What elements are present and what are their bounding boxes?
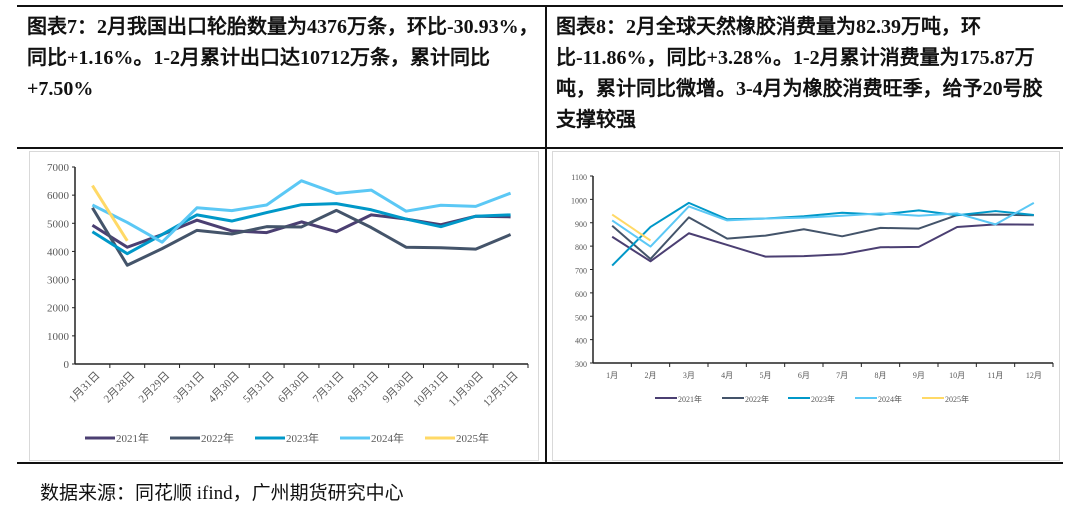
y-tick-label: 3000 bbox=[47, 275, 70, 287]
x-tick-label: 8月31日 bbox=[346, 370, 382, 406]
series-line-2021年 bbox=[91, 213, 511, 249]
y-tick-label: 6000 bbox=[47, 190, 70, 202]
y-tick-label: 1000 bbox=[47, 331, 70, 343]
y-tick-label: 800 bbox=[575, 243, 587, 252]
legend-label: 2021年 bbox=[678, 394, 702, 404]
legend-label: 2023年 bbox=[286, 431, 319, 445]
x-tick-label: 4月 bbox=[721, 371, 733, 380]
y-tick-label: 1000 bbox=[571, 196, 587, 205]
series-line-2022年 bbox=[91, 207, 512, 267]
x-tick-label: 5月 bbox=[760, 371, 772, 380]
x-tick-label: 1月 bbox=[606, 371, 618, 380]
x-tick-label: 5月31日 bbox=[241, 370, 277, 406]
x-tick-label: 9月 bbox=[913, 371, 925, 380]
series-line-2024年 bbox=[91, 179, 512, 244]
series-line-2025年 bbox=[91, 184, 129, 242]
legend-label: 2025年 bbox=[945, 394, 969, 404]
legend-label: 2024年 bbox=[371, 431, 404, 445]
column-divider bbox=[545, 6, 547, 464]
x-tick-label: 2月 bbox=[645, 371, 657, 380]
left-caption: 图表7：2月我国出口轮胎数量为4376万条，环比-30.93%，同比+1.16%… bbox=[27, 16, 539, 100]
y-tick-label: 400 bbox=[575, 337, 587, 346]
x-tick-label: 2月29日 bbox=[137, 370, 173, 406]
legend-label: 2025年 bbox=[456, 431, 489, 445]
y-tick-label: 500 bbox=[575, 313, 587, 322]
header-rule bbox=[17, 147, 1063, 149]
y-tick-label: 4000 bbox=[47, 246, 70, 258]
x-tick-label: 8月 bbox=[875, 371, 887, 380]
legend-label: 2022年 bbox=[201, 431, 234, 445]
y-tick-label: 2000 bbox=[47, 303, 70, 315]
x-tick-label: 12月 bbox=[1026, 371, 1042, 380]
x-tick-label: 4月30日 bbox=[206, 370, 242, 406]
y-tick-label: 7000 bbox=[47, 162, 70, 174]
x-tick-label: 7月 bbox=[836, 371, 848, 380]
series-line-2024年 bbox=[611, 202, 1035, 248]
legend-label: 2021年 bbox=[116, 431, 149, 445]
x-tick-label: 11月30日 bbox=[447, 370, 486, 409]
series-line-2021年 bbox=[611, 223, 1034, 263]
y-tick-label: 1100 bbox=[571, 173, 587, 182]
x-tick-label: 10月31日 bbox=[411, 370, 451, 410]
x-tick-label: 6月 bbox=[798, 371, 810, 380]
x-tick-label: 2月28日 bbox=[102, 370, 138, 406]
x-tick-label: 3月31日 bbox=[171, 370, 207, 406]
y-tick-label: 5000 bbox=[47, 218, 70, 230]
x-tick-label: 10月 bbox=[949, 371, 965, 380]
legend-label: 2022年 bbox=[745, 394, 769, 404]
y-tick-label: 600 bbox=[575, 290, 587, 299]
right-chart-frame bbox=[552, 151, 1060, 461]
y-tick-label: 700 bbox=[575, 267, 587, 276]
data-source: 数据来源：同花顺 ifind，广州期货研究中心 bbox=[40, 483, 404, 504]
y-tick-label: 0 bbox=[64, 359, 70, 371]
top-rule bbox=[17, 5, 1063, 7]
x-tick-label: 3月 bbox=[683, 371, 695, 380]
y-tick-label: 900 bbox=[575, 220, 587, 229]
x-tick-label: 7月31日 bbox=[311, 370, 347, 406]
x-tick-label: 1月31日 bbox=[67, 370, 103, 406]
left-chart-frame bbox=[29, 151, 539, 461]
legend-label: 2024年 bbox=[878, 394, 902, 404]
series-line-2025年 bbox=[611, 213, 652, 242]
x-tick-label: 12月31日 bbox=[481, 370, 521, 410]
series-line-2023年 bbox=[91, 202, 511, 256]
y-tick-label: 300 bbox=[575, 360, 587, 369]
x-tick-label: 6月30日 bbox=[276, 370, 312, 406]
x-tick-label: 11月 bbox=[988, 371, 1004, 380]
bottom-rule bbox=[17, 462, 1063, 464]
legend-label: 2023年 bbox=[811, 394, 835, 404]
right-caption: 图表8：2月全球天然橡胶消费量为82.39万吨，环比-11.86%，同比+3.2… bbox=[556, 16, 1043, 131]
